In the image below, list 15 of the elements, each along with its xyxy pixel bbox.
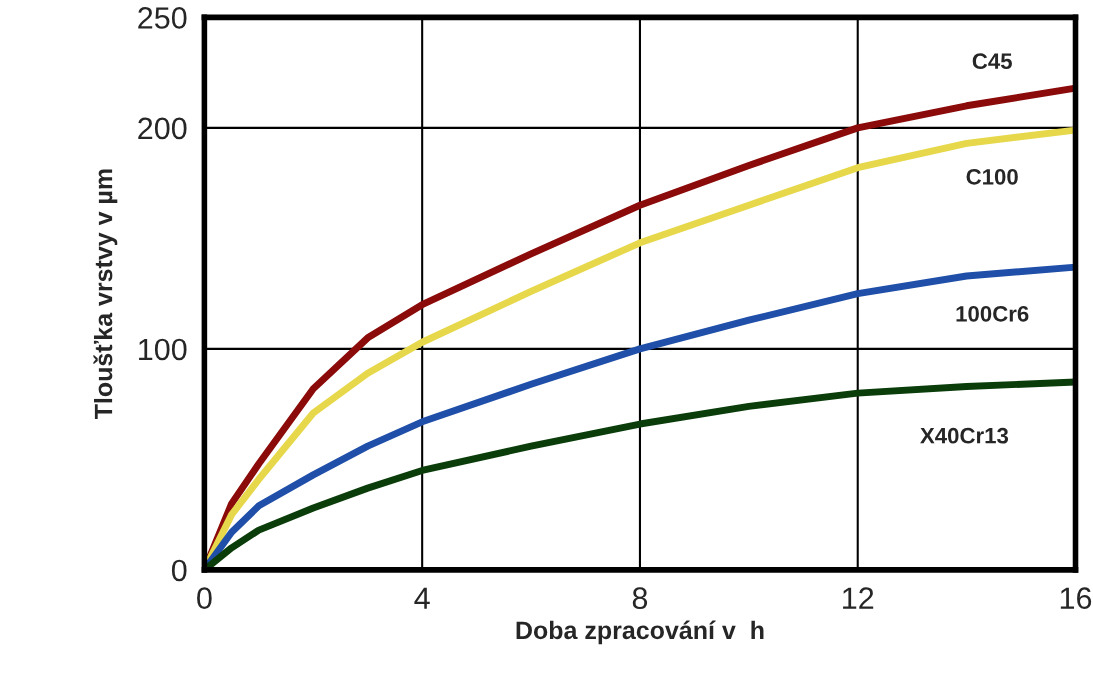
y-tick-label: 200 <box>138 117 187 140</box>
series-label: 100Cr6 <box>956 305 1029 322</box>
y-tick-label: 250 <box>138 7 187 29</box>
y-axis-title: Tloušťka vrstvy v µm <box>93 169 118 420</box>
y-tick-label: 100 <box>139 338 187 361</box>
x-tick-label: 0 <box>197 587 212 610</box>
x-tick-label: 4 <box>414 587 430 609</box>
series-label: C45 <box>972 53 1012 70</box>
x-axis-title: Doba zpracování v h <box>516 620 764 645</box>
x-tick-label: 12 <box>843 587 874 609</box>
y-tick-label: 0 <box>171 559 187 582</box>
series-label: C100 <box>966 168 1018 185</box>
x-tick-label: 16 <box>1060 587 1092 610</box>
x-tick-label: 8 <box>632 587 648 610</box>
series-label: X40Cr13 <box>920 427 1009 444</box>
